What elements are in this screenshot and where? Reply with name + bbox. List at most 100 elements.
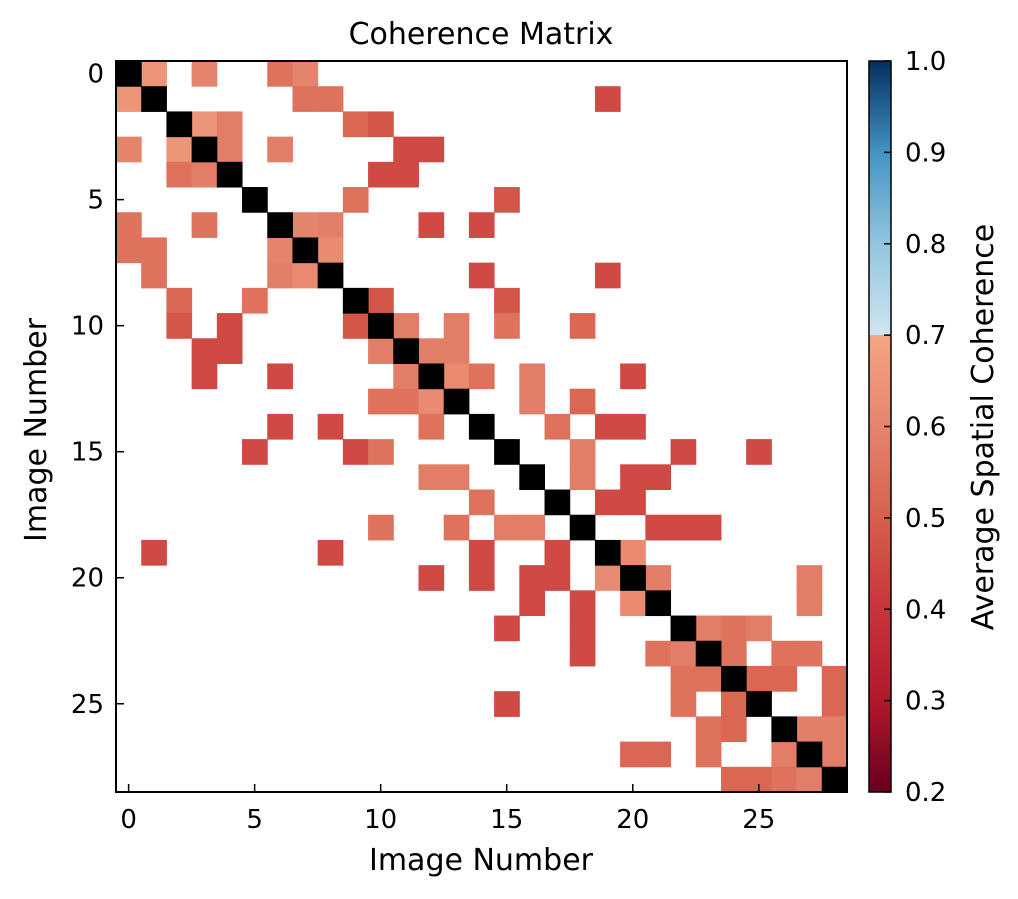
heatmap-cell	[116, 212, 142, 238]
diagonal-cell	[771, 716, 798, 743]
heatmap-cell	[796, 716, 823, 743]
heatmap-cell	[393, 313, 419, 339]
heatmap-cell	[494, 187, 520, 213]
heatmap-cell	[494, 691, 520, 717]
colorbar-tick-label: 0.3	[905, 687, 946, 717]
heatmap-cell	[468, 363, 495, 390]
heatmap-cell	[796, 590, 823, 617]
heatmap-cell	[443, 514, 470, 541]
heatmap-cell	[620, 464, 646, 491]
colorbar-tick-label: 0.4	[905, 595, 946, 625]
heatmap-cell	[418, 136, 445, 163]
colorbar: 0.2 0.3 0.4 0.5 0.6 0.7 0.8 0.9 1.0 Average Spat…	[868, 47, 1001, 808]
heatmap-cell	[569, 313, 596, 339]
heatmap-cell	[191, 363, 218, 390]
heatmap-cell	[216, 338, 243, 364]
heatmap-cell	[116, 237, 142, 264]
heatmap-cell	[821, 691, 848, 717]
heatmap-cell	[317, 237, 344, 264]
y-axis-label: Image Number	[19, 317, 54, 542]
diagonal-cell	[796, 741, 823, 768]
heatmap-cell	[771, 640, 798, 667]
heatmap-cell	[141, 61, 167, 87]
heatmap-cell	[594, 489, 621, 516]
heatmap-cell	[670, 691, 697, 717]
heatmap-cell	[166, 136, 193, 163]
diagonal-cell	[317, 262, 344, 289]
heatmap-cell	[695, 514, 722, 541]
heatmap-cell	[166, 313, 193, 339]
heatmap-cell	[267, 61, 293, 87]
heatmap-cell	[443, 313, 470, 339]
x-axis-ticks: 0 5 10 15 20 25	[120, 784, 775, 835]
heatmap-cell	[519, 363, 546, 390]
heatmap-cell	[368, 514, 394, 541]
heatmap-cell	[468, 212, 495, 238]
heatmap-cell	[519, 514, 546, 541]
heatmap-cell	[443, 363, 470, 390]
heatmap-cell	[620, 539, 646, 566]
heatmap-cell	[544, 565, 571, 591]
heatmap-cell	[116, 136, 142, 163]
heatmap-cell	[519, 590, 546, 617]
diagonal-cell	[141, 86, 167, 112]
heatmap-cell	[393, 161, 419, 188]
heatmap-cell	[796, 565, 823, 591]
heatmap-cell	[569, 388, 596, 415]
heatmap-cell	[368, 111, 394, 138]
diagonal-cell	[494, 439, 520, 465]
heatmap-cell	[317, 86, 344, 112]
heatmap-cell	[620, 489, 646, 516]
heatmap-cell	[468, 539, 495, 566]
heatmap-cell	[645, 565, 672, 591]
colorbar-ticks: 0.2 0.3 0.4 0.5 0.6 0.7 0.8 0.9 1.0	[884, 47, 946, 808]
heatmap-cell	[418, 338, 445, 364]
colorbar-tick-label: 0.2	[905, 778, 946, 808]
heatmap-cell	[720, 716, 747, 743]
diagonal-cell	[342, 287, 369, 314]
heatmap-cell	[368, 439, 394, 465]
y-axis-ticks: 0 5 10 15 20 25	[71, 60, 124, 720]
heatmap-cell	[418, 464, 445, 491]
heatmap-cell	[569, 464, 596, 491]
heatmap-cell	[720, 691, 747, 717]
heatmap-cell	[569, 615, 596, 642]
diagonal-cell	[216, 161, 243, 188]
heatmap-cell	[191, 212, 218, 238]
diagonal-cell	[746, 691, 772, 717]
heatmap-cell	[519, 565, 546, 591]
heatmap-cell	[443, 338, 470, 364]
chart-title: Coherence Matrix	[349, 17, 614, 52]
colorbar-tick-label: 1.0	[905, 47, 946, 77]
heatmap-cells	[116, 61, 848, 793]
heatmap-cell	[720, 615, 747, 642]
diagonal-cell	[569, 514, 596, 541]
diagonal-cell	[443, 388, 470, 415]
heatmap-cell	[267, 136, 293, 163]
heatmap-cell	[670, 514, 697, 541]
heatmap-cell	[292, 61, 319, 87]
heatmap-cell	[594, 413, 621, 440]
colorbar-tick-label: 0.5	[905, 504, 946, 534]
x-tick-label: 0	[120, 805, 137, 835]
heatmap-cell	[645, 640, 672, 667]
heatmap-cell	[695, 741, 722, 768]
heatmap-cell	[670, 665, 697, 692]
heatmap-cell	[620, 413, 646, 440]
heatmap-cell	[771, 741, 798, 768]
diagonal-cell	[519, 464, 546, 491]
heatmap-cell	[695, 615, 722, 642]
heatmap-cell	[720, 640, 747, 667]
heatmap-cell	[292, 212, 319, 238]
heatmap-cell	[494, 313, 520, 339]
heatmap-cell	[494, 287, 520, 314]
diagonal-cell	[468, 413, 495, 440]
colorbar-tick-label: 0.9	[905, 138, 946, 168]
heatmap-cell	[771, 766, 798, 793]
diagonal-cell	[620, 565, 646, 591]
heatmap-cell	[267, 262, 293, 289]
heatmap-cell	[544, 413, 571, 440]
heatmap-cell	[620, 741, 646, 768]
diagonal-cell	[242, 187, 268, 213]
